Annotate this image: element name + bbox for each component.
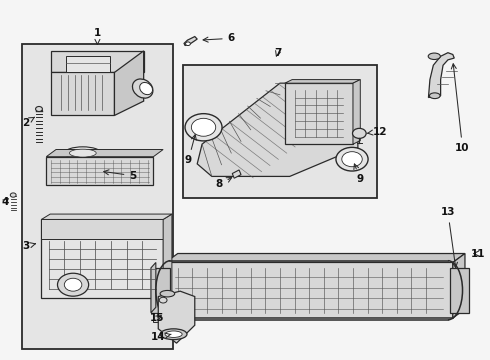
Text: 1: 1 <box>94 28 101 44</box>
Circle shape <box>192 118 216 136</box>
Circle shape <box>185 114 222 141</box>
Circle shape <box>336 147 368 171</box>
Bar <box>151 268 171 313</box>
Polygon shape <box>163 214 172 298</box>
Bar <box>450 268 469 313</box>
Text: 5: 5 <box>104 170 137 181</box>
Text: 6: 6 <box>203 33 235 43</box>
Text: 12: 12 <box>367 127 387 136</box>
Ellipse shape <box>428 53 441 59</box>
Circle shape <box>352 129 366 138</box>
Polygon shape <box>66 56 110 72</box>
Text: 3: 3 <box>22 241 35 251</box>
Ellipse shape <box>160 329 187 339</box>
Bar <box>22 44 173 348</box>
Text: 2: 2 <box>22 117 34 128</box>
Polygon shape <box>428 53 454 98</box>
Text: 9: 9 <box>185 135 196 165</box>
Polygon shape <box>453 253 465 318</box>
Polygon shape <box>42 214 172 220</box>
Polygon shape <box>46 149 163 157</box>
Polygon shape <box>51 72 115 116</box>
Ellipse shape <box>132 79 153 98</box>
Polygon shape <box>153 313 171 321</box>
Circle shape <box>57 273 89 296</box>
Polygon shape <box>151 262 156 313</box>
Polygon shape <box>51 51 144 72</box>
Polygon shape <box>197 83 358 176</box>
Polygon shape <box>353 80 360 144</box>
Polygon shape <box>285 80 360 83</box>
Circle shape <box>186 42 191 45</box>
Text: 11: 11 <box>471 248 486 258</box>
Circle shape <box>342 152 362 167</box>
Ellipse shape <box>165 331 182 337</box>
Bar <box>46 157 153 185</box>
Text: 15: 15 <box>150 313 165 323</box>
Text: 13: 13 <box>441 207 458 267</box>
Polygon shape <box>158 291 195 343</box>
Circle shape <box>64 278 82 291</box>
Circle shape <box>10 193 16 197</box>
Ellipse shape <box>70 149 96 157</box>
Ellipse shape <box>160 291 175 297</box>
Bar <box>42 220 163 298</box>
Text: 10: 10 <box>451 64 470 153</box>
Circle shape <box>159 297 167 303</box>
Ellipse shape <box>140 82 152 95</box>
Circle shape <box>36 107 43 112</box>
Text: 9: 9 <box>354 164 364 184</box>
Polygon shape <box>166 253 465 262</box>
Bar <box>42 220 163 239</box>
Text: 8: 8 <box>216 177 232 189</box>
Text: 4: 4 <box>1 197 9 207</box>
Bar <box>166 262 453 318</box>
Ellipse shape <box>429 93 440 99</box>
Polygon shape <box>184 37 197 45</box>
Text: 14: 14 <box>151 332 171 342</box>
Polygon shape <box>232 170 241 178</box>
Bar <box>285 83 353 144</box>
Text: 7: 7 <box>274 48 281 58</box>
Ellipse shape <box>65 147 101 159</box>
Bar <box>183 65 377 198</box>
Polygon shape <box>115 51 144 116</box>
